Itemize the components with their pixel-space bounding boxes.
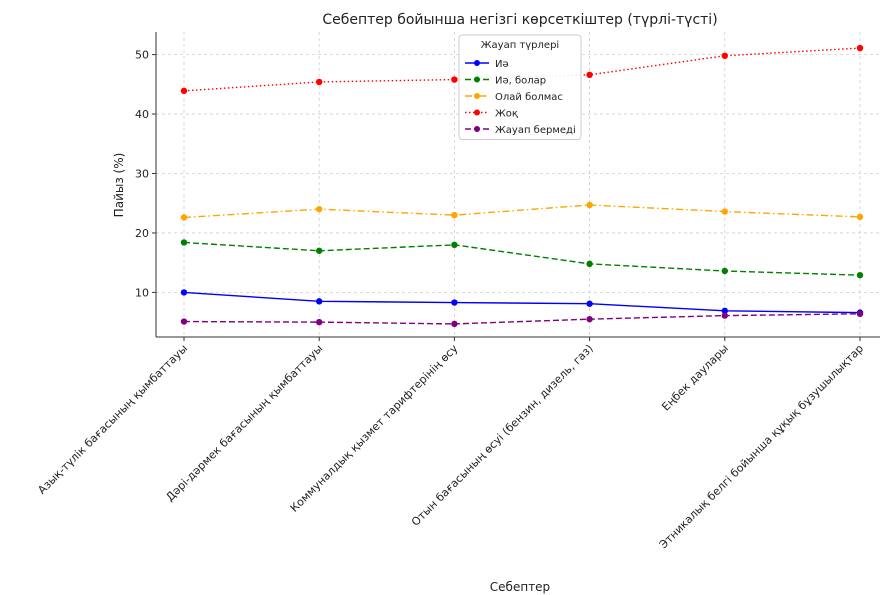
legend-entry: Иә, болар xyxy=(495,76,546,87)
data-point xyxy=(180,87,188,95)
legend-entry: Жауап бермеді xyxy=(495,124,576,136)
legend-swatch-marker xyxy=(474,126,480,132)
data-point xyxy=(586,201,593,209)
y-axis-label: Пайыз (%) xyxy=(112,153,126,218)
x-tick-label: Коммуналдық қызмет тарифтерінің өсу xyxy=(288,342,461,515)
data-point xyxy=(586,71,593,79)
legend-swatch-marker xyxy=(474,93,480,99)
data-point xyxy=(856,271,864,279)
x-tick-label: Дәрі-дәрмек бағасының қымбаттауы xyxy=(163,342,325,504)
series-line xyxy=(183,291,861,314)
data-point xyxy=(451,241,458,249)
data-point xyxy=(856,44,864,52)
series-group xyxy=(180,44,864,328)
x-axis-ticks: Азық-түлік бағасының қымбаттауыДәрі-дәрм… xyxy=(35,337,866,551)
legend-swatch-marker xyxy=(474,76,480,83)
data-point xyxy=(721,312,728,319)
data-point xyxy=(721,267,728,275)
data-point xyxy=(316,298,323,305)
data-point xyxy=(180,318,188,325)
y-tick-label: 20 xyxy=(135,227,149,240)
legend-entry: Олай болмас xyxy=(495,92,563,103)
data-point xyxy=(180,239,188,246)
series-1 xyxy=(180,239,864,279)
series-0 xyxy=(180,289,864,316)
series-line xyxy=(183,313,861,325)
series-4 xyxy=(180,310,864,328)
axes xyxy=(155,32,880,338)
data-point xyxy=(586,315,593,323)
data-point xyxy=(316,78,323,86)
data-point xyxy=(721,307,728,315)
x-tick-label: Азық-түлік бағасының қымбаттауы xyxy=(35,342,190,497)
x-tick-label: Еңбек даулары xyxy=(659,342,731,414)
series-line xyxy=(183,47,861,92)
data-point xyxy=(451,76,458,83)
legend: Жауап түрлері Иә Иә, болар Олай болмас Жоқ Жа… xyxy=(458,34,582,140)
data-point xyxy=(721,52,728,59)
data-point xyxy=(451,211,458,219)
series-line xyxy=(183,204,861,219)
y-tick-label: 30 xyxy=(135,168,149,181)
x-tick-label: Этникалық белгі бойынша құқық бұзушылықт… xyxy=(657,342,866,551)
y-tick-label: 10 xyxy=(135,286,149,299)
data-point xyxy=(316,205,323,213)
legend-swatch-marker xyxy=(474,60,480,66)
data-point xyxy=(856,310,864,318)
data-point xyxy=(856,213,864,221)
x-axis-label: Себептер xyxy=(490,580,550,594)
data-point xyxy=(316,318,323,326)
legend-entry: Иә xyxy=(495,59,509,70)
legend-title: Жауап түрлері xyxy=(481,39,559,51)
data-point xyxy=(180,214,188,221)
data-point xyxy=(316,247,323,254)
y-tick-label: 40 xyxy=(135,108,149,121)
chart-title: Себептер бойынша негізгі көрсеткіштер (т… xyxy=(322,12,717,28)
data-point xyxy=(586,260,593,268)
data-point xyxy=(180,289,188,296)
legend-swatch-marker xyxy=(474,109,480,116)
data-point xyxy=(721,208,728,215)
data-point xyxy=(451,299,458,306)
series-line xyxy=(183,241,861,276)
y-axis-ticks: 10 20 30 40 50 xyxy=(135,49,156,299)
y-tick-label: 50 xyxy=(135,49,149,62)
legend-frame xyxy=(458,34,582,140)
series-2 xyxy=(180,201,864,221)
data-point xyxy=(451,320,458,328)
series-3 xyxy=(180,44,864,95)
data-point xyxy=(586,300,593,307)
legend-entry: Жоқ xyxy=(495,109,518,120)
